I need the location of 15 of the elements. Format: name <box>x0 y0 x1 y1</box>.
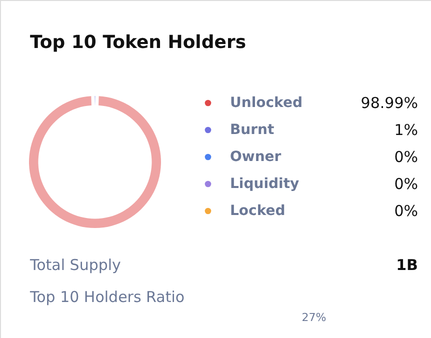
chart-title: Top 10 Token Holders <box>30 32 246 53</box>
text: 1B <box>396 256 418 274</box>
text: 27% <box>302 311 326 324</box>
legend-label: Owner <box>230 149 282 165</box>
legend-label: Locked <box>230 203 286 219</box>
data-label: 1% <box>394 121 418 139</box>
data-label: 98.99% <box>360 94 418 112</box>
text: 0% <box>394 148 418 166</box>
text: 0% <box>394 175 418 193</box>
text: Top 10 Holders Ratio <box>29 288 185 306</box>
legend-label: Unlocked <box>230 95 303 111</box>
legend-label: Liquidity <box>230 176 300 192</box>
text: 0% <box>394 202 418 220</box>
text: Total Supply <box>29 256 122 274</box>
legend-label: Burnt <box>230 122 275 138</box>
